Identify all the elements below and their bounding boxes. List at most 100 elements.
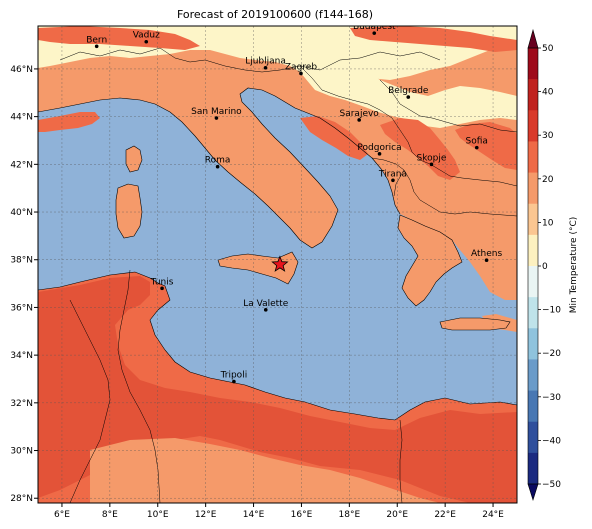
coastlines: [38, 87, 517, 421]
plot-title: Forecast of 2019100600 (f144-168): [177, 8, 373, 21]
city-label: Vaduz: [133, 31, 160, 41]
city-label: Tirana: [378, 169, 407, 179]
aegean-island-land: [482, 314, 517, 332]
sardinia-land: [116, 184, 142, 238]
city-label: Roma: [205, 156, 231, 166]
city-dot: [263, 65, 268, 70]
colorbar-segment: [528, 266, 538, 298]
city-dot: [263, 308, 268, 312]
y-tick-label: 36°N: [10, 303, 33, 313]
city-label: Tripoli: [220, 371, 248, 381]
city-dot: [391, 178, 395, 183]
colorbar: 50 40 30 20 10 0 −10 −20 −30 −40 −50: [527, 28, 561, 502]
y-tick-label: 46°N: [10, 65, 33, 75]
europe-hot-patch-5: [300, 116, 368, 160]
y-tick-label: 40°N: [10, 208, 33, 218]
europe-hot-patch-1: [38, 26, 200, 50]
city-label: Sarajevo: [340, 109, 380, 119]
city-dot: [406, 95, 411, 99]
colorbar-arrow-top: [527, 28, 539, 49]
city-label: Zagreb: [285, 62, 317, 72]
sicily-land: [218, 252, 298, 284]
colorbar-tick-label: −40: [542, 436, 561, 446]
city-label: La Valette: [243, 299, 288, 309]
graticule: [38, 26, 517, 503]
city-label: Tunis: [150, 277, 174, 287]
corsica-land: [126, 146, 142, 172]
city-label: San Marino: [191, 107, 242, 117]
colorbar-segment: [528, 359, 538, 392]
colorbar-segment: [528, 452, 538, 485]
colorbar-segment: [528, 328, 538, 360]
colorbar-tick-label: −30: [542, 393, 561, 403]
europe-hot-patch-2: [350, 26, 517, 52]
colorbar-segment: [528, 421, 538, 454]
city-label: Ljubljana: [245, 57, 286, 67]
x-tick-label: 20°E: [386, 510, 408, 520]
colorbar-tick-label: 20: [542, 175, 554, 185]
city-dot: [429, 162, 434, 167]
city-label: Bern: [86, 35, 107, 45]
city-label: Skopje: [417, 153, 447, 163]
x-tick-label: 12°E: [195, 510, 217, 520]
colorbar-tick-label: 50: [542, 44, 554, 54]
colorbar-segment: [528, 79, 538, 111]
city-dot: [474, 145, 479, 150]
city-label: Athens: [471, 249, 502, 259]
x-tick-label: 22°E: [434, 510, 456, 520]
colorbar-arrow-bottom: [527, 483, 539, 502]
star-icon: [271, 255, 289, 272]
colorbar-segment: [528, 141, 538, 174]
colorbar-label: Min Temperature (°C): [569, 217, 579, 314]
turkey-land: [495, 248, 517, 300]
city-label: Podgorica: [357, 143, 401, 153]
x-tick-label: 14°E: [243, 510, 265, 520]
x-tick-label: 10°E: [147, 510, 169, 520]
colorbar-segment: [528, 297, 538, 329]
y-tick-label: 28°N: [10, 494, 33, 504]
city-dot: [144, 39, 149, 44]
city-label: Belgrade: [388, 86, 429, 96]
europe-hot-patch-4: [455, 122, 517, 170]
y-tick-label: 32°N: [10, 399, 33, 409]
city-dot: [215, 164, 220, 169]
france-hot-patch: [38, 112, 100, 132]
africa-warm-patch: [90, 438, 440, 503]
x-tick-label: 18°E: [339, 510, 361, 520]
x-tick-label: 6°E: [54, 510, 70, 520]
city-dot: [232, 379, 236, 384]
colorbar-tick-label: −50: [542, 480, 561, 490]
colorbar-tick-label: 0: [542, 262, 548, 272]
y-tick-label: 34°N: [10, 351, 33, 361]
colorbar-segment: [528, 234, 538, 267]
map-frame: [37, 25, 518, 504]
greece-land: [398, 215, 462, 306]
city-dot: [160, 286, 164, 291]
city-dot: [94, 44, 99, 49]
y-axis-ticks: 28°N 30°N 32°N 34°N 36°N 38°N 40°N 42°N 44°N 46°N: [10, 65, 38, 504]
city-dot: [372, 31, 377, 35]
x-tick-label: 8°E: [102, 510, 118, 520]
colorbar-tick-label: 40: [542, 88, 554, 98]
city-dot: [484, 258, 489, 263]
star-marker: [271, 255, 289, 272]
colorbar-tick-label: −10: [542, 306, 561, 316]
city-dot: [357, 118, 361, 122]
city-label: Sofia: [466, 137, 488, 147]
y-tick-label: 42°N: [10, 160, 33, 170]
colorbar-segment: [528, 48, 538, 80]
y-tick-label: 30°N: [10, 447, 33, 457]
x-axis-ticks: 6°E 8°E 10°E 12°E 14°E 16°E 18°E 20°E 22°E 24°E: [54, 503, 504, 520]
colorbar-tick-label: −20: [542, 349, 561, 359]
colorbar-tick-label: 30: [542, 131, 554, 141]
colorbar-segment: [528, 203, 538, 236]
country-borders: [59, 47, 517, 503]
colorbar-segment: [528, 110, 538, 142]
y-tick-label: 38°N: [10, 256, 33, 266]
y-tick-label: 44°N: [10, 113, 33, 123]
colorbar-segment: [528, 172, 538, 205]
city-label: Budapest: [353, 22, 396, 32]
